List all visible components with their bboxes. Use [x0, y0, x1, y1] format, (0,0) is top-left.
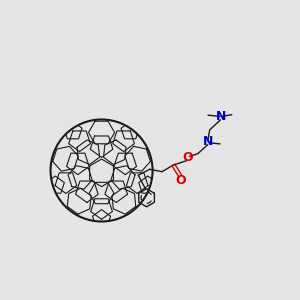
Circle shape	[51, 120, 152, 221]
Text: O: O	[183, 152, 193, 164]
Text: N: N	[216, 110, 226, 123]
Text: O: O	[176, 174, 186, 187]
Text: N: N	[203, 135, 214, 148]
